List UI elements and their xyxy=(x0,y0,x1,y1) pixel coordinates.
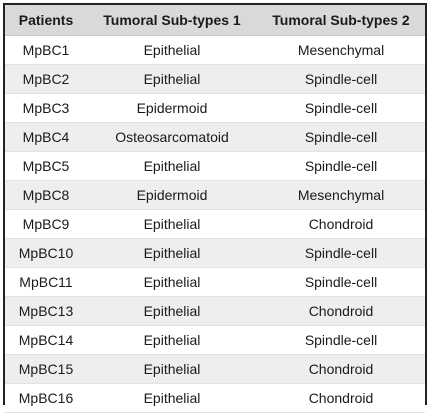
table-row: MpBC16 Epithelial Chondroid xyxy=(5,383,425,413)
table-row: MpBC13 Epithelial Chondroid xyxy=(5,296,425,326)
cell-subtype-2: Mesenchymal xyxy=(257,180,425,210)
cell-subtype-1: Epithelial xyxy=(87,209,257,239)
patients-table: Patients Tumoral Sub-types 1 Tumoral Sub… xyxy=(5,5,425,413)
cell-subtype-2: Chondroid xyxy=(257,296,425,326)
table-row: MpBC15 Epithelial Chondroid xyxy=(5,354,425,384)
cell-subtype-1: Epithelial xyxy=(87,151,257,181)
cell-subtype-1: Epithelial xyxy=(87,354,257,384)
table-row: MpBC8 Epidermoid Mesenchymal xyxy=(5,180,425,210)
table-row: MpBC9 Epithelial Chondroid xyxy=(5,209,425,239)
table-row: MpBC2 Epithelial Spindle-cell xyxy=(5,64,425,94)
cell-subtype-2: Chondroid xyxy=(257,383,425,413)
table-row: MpBC10 Epithelial Spindle-cell xyxy=(5,238,425,268)
table-row: MpBC11 Epithelial Spindle-cell xyxy=(5,267,425,297)
cell-patient: MpBC1 xyxy=(5,35,87,65)
table-header: Patients Tumoral Sub-types 1 Tumoral Sub… xyxy=(5,5,425,36)
cell-patient: MpBC15 xyxy=(5,354,87,384)
cell-subtype-2: Chondroid xyxy=(257,354,425,384)
cell-patient: MpBC16 xyxy=(5,383,87,413)
cell-subtype-2: Spindle-cell xyxy=(257,122,425,152)
cell-patient: MpBC8 xyxy=(5,180,87,210)
cell-subtype-1: Epithelial xyxy=(87,35,257,65)
table-row: MpBC3 Epidermoid Spindle-cell xyxy=(5,93,425,123)
header-subtype-2: Tumoral Sub-types 2 xyxy=(257,5,425,36)
cell-subtype-2: Mesenchymal xyxy=(257,35,425,65)
cell-subtype-1: Epithelial xyxy=(87,296,257,326)
header-subtype-1: Tumoral Sub-types 1 xyxy=(87,5,257,36)
cell-subtype-1: Epithelial xyxy=(87,325,257,355)
table-body: MpBC1 Epithelial Mesenchymal MpBC2 Epith… xyxy=(5,35,425,413)
cell-subtype-2: Spindle-cell xyxy=(257,238,425,268)
cell-patient: MpBC9 xyxy=(5,209,87,239)
table-row: MpBC4 Osteosarcomatoid Spindle-cell xyxy=(5,122,425,152)
cell-patient: MpBC2 xyxy=(5,64,87,94)
cell-subtype-1: Epithelial xyxy=(87,267,257,297)
cell-patient: MpBC3 xyxy=(5,93,87,123)
cell-subtype-2: Spindle-cell xyxy=(257,151,425,181)
cell-subtype-1: Epithelial xyxy=(87,238,257,268)
table-frame: Patients Tumoral Sub-types 1 Tumoral Sub… xyxy=(3,3,427,413)
cell-subtype-1: Epidermoid xyxy=(87,93,257,123)
cell-patient: MpBC5 xyxy=(5,151,87,181)
cell-patient: MpBC14 xyxy=(5,325,87,355)
header-patients: Patients xyxy=(5,5,87,36)
cell-subtype-2: Spindle-cell xyxy=(257,93,425,123)
cell-patient: MpBC4 xyxy=(5,122,87,152)
cell-subtype-1: Epidermoid xyxy=(87,180,257,210)
cell-subtype-2: Spindle-cell xyxy=(257,64,425,94)
cell-patient: MpBC11 xyxy=(5,267,87,297)
cell-subtype-2: Spindle-cell xyxy=(257,267,425,297)
cell-patient: MpBC13 xyxy=(5,296,87,326)
table-row: MpBC5 Epithelial Spindle-cell xyxy=(5,151,425,181)
table-row: MpBC1 Epithelial Mesenchymal xyxy=(5,35,425,65)
cell-subtype-2: Spindle-cell xyxy=(257,325,425,355)
cell-patient: MpBC10 xyxy=(5,238,87,268)
header-row: Patients Tumoral Sub-types 1 Tumoral Sub… xyxy=(5,5,425,36)
cell-subtype-1: Epithelial xyxy=(87,383,257,413)
cell-subtype-2: Chondroid xyxy=(257,209,425,239)
cell-subtype-1: Osteosarcomatoid xyxy=(87,122,257,152)
table-row: MpBC14 Epithelial Spindle-cell xyxy=(5,325,425,355)
cell-subtype-1: Epithelial xyxy=(87,64,257,94)
